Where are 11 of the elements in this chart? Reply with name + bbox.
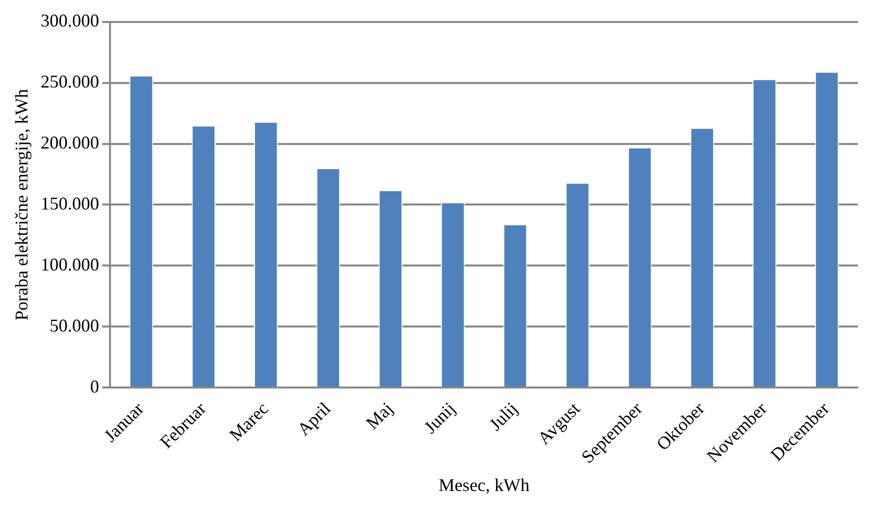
y-tick-label: 100.000 — [40, 254, 100, 274]
y-tick-label: 300.000 — [40, 10, 100, 31]
y-tick-label: 150.000 — [40, 193, 100, 214]
y-axis-title: Poraba električne energije, kWh — [12, 88, 32, 321]
y-tick-label: 0 — [90, 376, 100, 396]
y-tick-label: 50.000 — [50, 315, 100, 336]
x-tick-label: Julij — [485, 398, 522, 434]
x-axis-title: Mesec, kWh — [438, 474, 530, 495]
y-tick-label: 250.000 — [40, 72, 100, 92]
y-tick-label: 200.000 — [40, 132, 100, 152]
x-tick-label: Maj — [362, 398, 397, 434]
